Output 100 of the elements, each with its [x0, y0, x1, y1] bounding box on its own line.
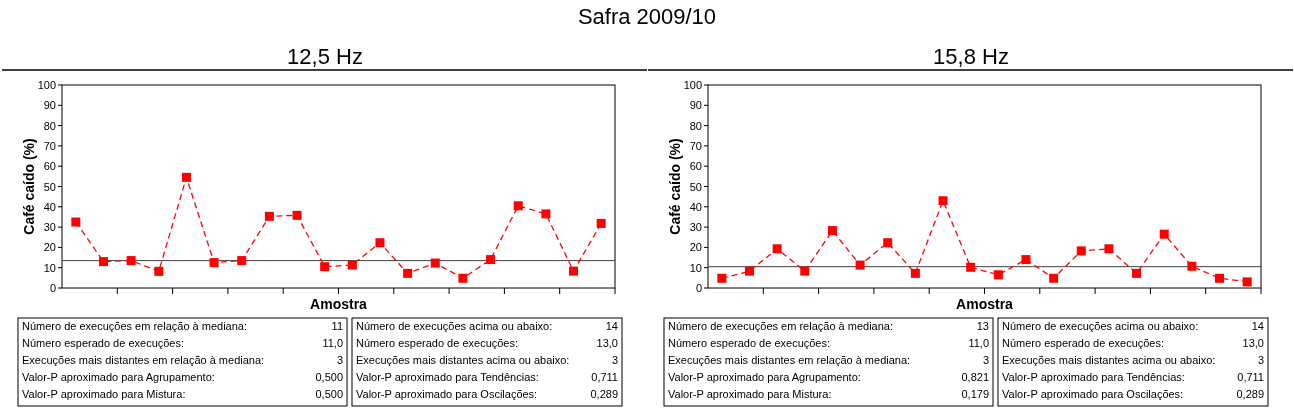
text: Número de execuções acima ou abaixo: — [356, 320, 553, 332]
point — [181, 172, 191, 182]
point — [569, 266, 579, 276]
point — [883, 238, 893, 248]
y-tick-label: 100 — [37, 79, 56, 91]
y-tick-label: 70 — [689, 139, 702, 152]
y-tick-label: 0 — [695, 282, 702, 294]
text: Execuções mais distantes em relação à mediana: — [668, 354, 911, 366]
point — [458, 273, 468, 283]
y-tick-label: 60 — [689, 160, 702, 173]
text: Número esperado de execuções: — [22, 337, 185, 349]
y-tick-label: 50 — [689, 180, 702, 193]
point — [993, 270, 1003, 280]
text: 13,0 — [1242, 337, 1264, 349]
point — [375, 238, 385, 248]
text: 11,0 — [322, 337, 343, 349]
point — [237, 256, 247, 266]
point — [744, 266, 754, 276]
text: 0,500 — [315, 371, 343, 383]
text: Valor-P aproximado para Mistura: — [22, 388, 186, 400]
text: 0,289 — [590, 388, 618, 400]
y-axis-title: Café caído (%) — [21, 138, 37, 235]
point — [264, 211, 274, 221]
y-tick-label: 10 — [689, 261, 702, 274]
point — [772, 244, 782, 254]
y-tick-label: 80 — [689, 119, 702, 132]
point — [938, 196, 948, 206]
point — [717, 273, 727, 283]
text: 11 — [331, 320, 343, 332]
chart-title: 12,5 Hz — [287, 44, 363, 69]
point — [1187, 261, 1197, 271]
point — [513, 201, 523, 211]
point — [1049, 273, 1059, 283]
y-tick-label: 30 — [43, 221, 56, 234]
y-tick-label: 0 — [49, 282, 56, 294]
y-axis-title: Café caído (%) — [667, 138, 683, 235]
text: Número esperado de execuções: — [356, 337, 519, 349]
text: 0,821 — [961, 371, 989, 383]
y-tick-label: 10 — [43, 261, 56, 274]
point — [1215, 273, 1225, 283]
text: 0,500 — [315, 388, 343, 400]
point — [855, 260, 865, 270]
chart-title: 15,8 Hz — [933, 44, 1009, 69]
text: Número esperado de execuções: — [1002, 337, 1165, 349]
point — [1021, 255, 1031, 265]
text: 13 — [976, 320, 989, 332]
text: 3 — [611, 354, 618, 366]
point — [347, 260, 357, 270]
y-tick-label: 20 — [43, 241, 56, 254]
text: Valor-P aproximado para Tendências: — [356, 371, 539, 383]
text: 14 — [1251, 320, 1264, 332]
point — [596, 218, 606, 228]
point — [1076, 246, 1086, 256]
x-axis-title: Amostra — [956, 296, 1014, 312]
text: Execuções mais distantes acima ou abaixo: — [356, 354, 570, 366]
text: 11,0 — [968, 337, 989, 349]
point — [292, 210, 302, 220]
point — [910, 268, 920, 278]
text: 13,0 — [596, 337, 618, 349]
text: Valor-P aproximado para Agrupamento: — [22, 371, 215, 383]
point — [126, 256, 136, 266]
point — [541, 209, 551, 219]
y-tick-label: 50 — [43, 180, 56, 193]
point — [966, 262, 976, 272]
text: Número de execuções em relação à mediana: — [22, 320, 248, 332]
point — [1159, 229, 1169, 239]
text: Número de execuções em relação à mediana: — [668, 320, 894, 332]
point — [1132, 268, 1142, 278]
y-tick-label: 20 — [689, 241, 702, 254]
y-tick-label: 70 — [43, 139, 56, 152]
point — [430, 258, 440, 268]
point — [486, 255, 496, 265]
y-tick-label: 100 — [683, 79, 702, 91]
text: 3 — [336, 354, 343, 366]
point — [403, 268, 413, 278]
y-tick-label: 60 — [43, 160, 56, 173]
y-tick-label: 90 — [689, 99, 702, 112]
text: 3 — [982, 354, 989, 366]
point — [1104, 244, 1114, 254]
point — [98, 257, 108, 267]
text: Valor-P aproximado para Agrupamento: — [668, 371, 861, 383]
text: 0,711 — [591, 371, 618, 383]
text: Número esperado de execuções: — [668, 337, 831, 349]
text: Execuções mais distantes acima ou abaixo: — [1002, 354, 1216, 366]
text: 3 — [1257, 354, 1264, 366]
point — [827, 226, 837, 236]
text: Valor-P aproximado para Oscilações: — [356, 388, 538, 400]
point — [800, 266, 810, 276]
text: Valor-P aproximado para Oscilações: — [1002, 388, 1184, 400]
y-tick-label: 30 — [689, 221, 702, 234]
y-tick-label: 40 — [43, 200, 56, 213]
point — [320, 262, 330, 272]
y-tick-label: 80 — [43, 119, 56, 132]
text: 0,711 — [1237, 371, 1264, 383]
text: Valor-P aproximado para Tendências: — [1002, 371, 1185, 383]
y-tick-label: 40 — [689, 200, 702, 213]
y-tick-label: 90 — [43, 99, 56, 112]
x-axis-title: Amostra — [310, 296, 368, 312]
text: Número de execuções acima ou abaixo: — [1002, 320, 1199, 332]
text: Safra 2009/10 — [577, 4, 717, 29]
